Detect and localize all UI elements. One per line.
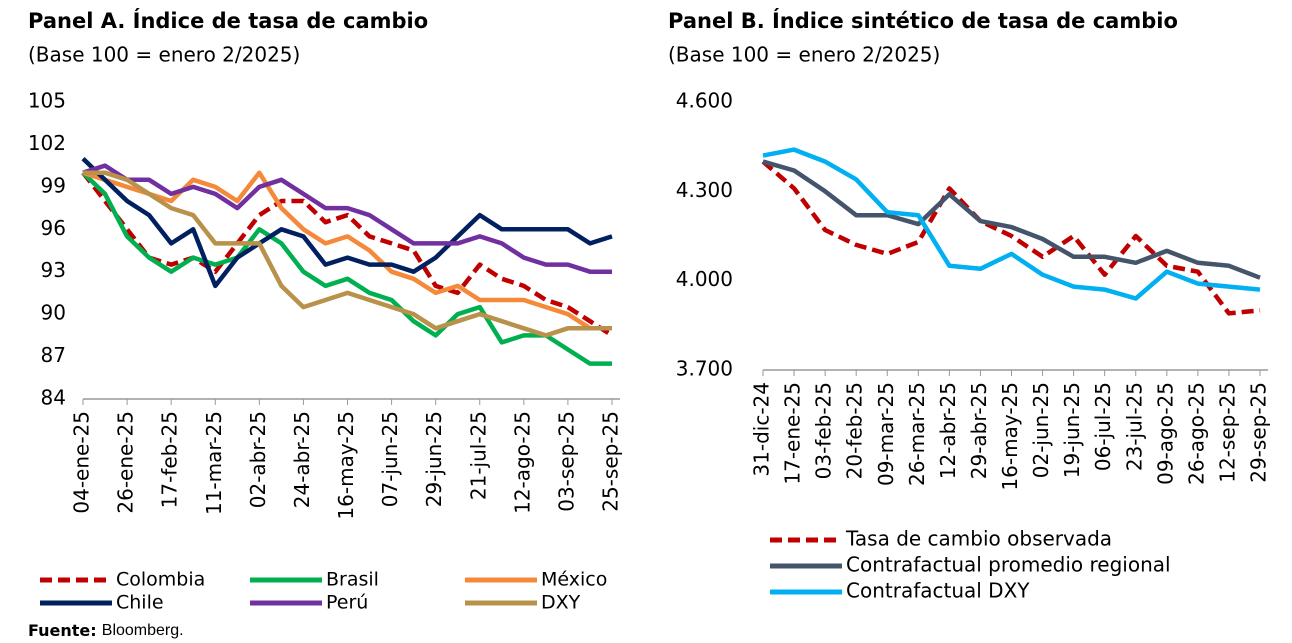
x-tick-label: 12-sep-25 [1215, 382, 1239, 483]
series-line [81, 156, 613, 289]
x-tick-label: 12-ago-25 [510, 411, 534, 514]
legend-label: Contrafactual DXY [846, 579, 1030, 603]
x-tick-label: 12-abr-25 [936, 382, 960, 479]
series-line [762, 147, 1261, 301]
y-tick-label: 105 [28, 89, 66, 113]
x-tick-label: 21-jul-25 [466, 411, 490, 500]
x-tick-label: 03-feb-25 [812, 382, 836, 479]
x-tick-label: 26-mar-25 [905, 382, 929, 486]
y-tick-label: 102 [28, 131, 66, 155]
x-tick-label: 06-jul-25 [1091, 382, 1115, 471]
x-tick-label: 07-jun-25 [378, 411, 402, 507]
x-tick-label: 20-feb-25 [843, 382, 867, 479]
x-tick-label: 04-ene-25 [70, 411, 94, 514]
x-tick-label: 02-jun-25 [1029, 382, 1053, 478]
legend-label: Contrafactual promedio regional [846, 553, 1171, 577]
y-tick-label: 93 [41, 258, 66, 282]
legend-label: Colombia [116, 569, 205, 591]
x-tick-label: 11-mar-25 [202, 411, 226, 515]
x-tick-label: 23-jul-25 [1122, 382, 1146, 471]
y-tick-label: 4.000 [676, 267, 733, 291]
y-tick-label: 84 [41, 386, 66, 410]
series-line [81, 171, 614, 338]
x-tick-label: 16-may-25 [998, 382, 1022, 491]
chart-subtitle: (Base 100 = enero 2/2025) [28, 43, 300, 67]
y-tick-label: 90 [41, 301, 66, 325]
chart-title: Panel A. Índice de tasa de cambio [28, 8, 428, 33]
legend-label: DXY [541, 592, 581, 614]
legend-label: México [541, 569, 607, 591]
source-text: Bloomberg. [102, 622, 184, 639]
legend-label: Tasa de cambio observada [845, 527, 1112, 551]
x-tick-label: 17-feb-25 [158, 411, 182, 508]
y-tick-label: 3.700 [676, 357, 733, 381]
series-line [82, 170, 612, 331]
source-label: Fuente: [28, 621, 97, 640]
x-tick-label: 29-jun-25 [422, 411, 446, 507]
series-line [83, 170, 612, 338]
x-tick-label: 09-mar-25 [874, 382, 898, 486]
y-tick-label: 4.300 [676, 178, 733, 202]
x-tick-label: 03-sep-25 [554, 411, 578, 512]
x-tick-label: 31-dic-24 [750, 382, 774, 477]
y-tick-label: 99 [41, 173, 66, 197]
y-tick-label: 96 [41, 216, 66, 240]
series-line [762, 159, 1261, 280]
series-line [761, 159, 1261, 316]
source: Fuente: Bloomberg. [28, 621, 184, 640]
x-tick-label: 09-ago-25 [1153, 382, 1177, 485]
y-tick-label: 4.600 [676, 89, 733, 113]
x-tick-label: 24-abr-25 [290, 411, 314, 508]
x-tick-label: 29-abr-25 [967, 382, 991, 479]
legend-label: Chile [116, 592, 164, 614]
y-tick-label: 87 [41, 343, 66, 367]
legend-label: Perú [326, 592, 368, 614]
x-tick-label: 26-ene-25 [114, 411, 138, 514]
x-tick-label: 02-abr-25 [246, 411, 270, 508]
x-tick-label: 16-may-25 [334, 411, 358, 520]
x-tick-label: 25-sep-25 [599, 411, 623, 512]
series-line [82, 163, 612, 274]
legend-label: Brasil [326, 569, 379, 591]
x-tick-label: 19-jun-25 [1060, 382, 1084, 478]
chart-subtitle: (Base 100 = enero 2/2025) [668, 43, 940, 67]
chart-title: Panel B. Índice sintético de tasa de cam… [668, 8, 1178, 33]
x-tick-label: 26-ago-25 [1184, 382, 1208, 485]
x-tick-label: 29-sep-25 [1247, 382, 1271, 483]
x-tick-label: 17-ene-25 [781, 382, 805, 485]
series-line [81, 171, 612, 366]
